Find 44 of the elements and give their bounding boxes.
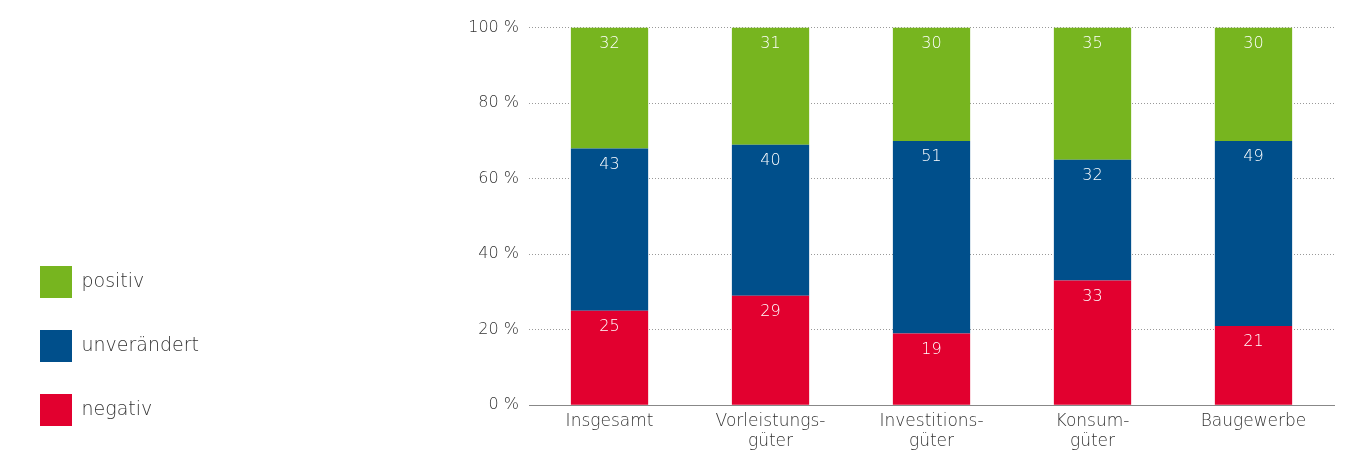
x-tick-label: Konsum- güter: [1055, 409, 1130, 451]
data-label: 30: [1243, 32, 1264, 52]
bar: [1053, 159, 1132, 281]
x-tick-label: Vorleistungs- güter: [715, 409, 826, 451]
data-label: 49: [1243, 146, 1264, 166]
bar: [1214, 27, 1293, 141]
bar: [892, 27, 971, 141]
bar: [1053, 280, 1132, 405]
data-label: 30: [921, 32, 942, 52]
bar: [731, 144, 810, 296]
y-tick-label: 100 %: [468, 16, 520, 36]
data-label: 40: [760, 149, 781, 169]
data-label: 43: [599, 153, 620, 173]
data-label: 31: [760, 32, 781, 52]
data-label: 32: [1082, 164, 1103, 184]
data-label: 29: [760, 300, 781, 320]
legend-label: negativ: [81, 396, 153, 419]
data-label: 51: [921, 146, 942, 166]
x-tick-label: Baugewerbe: [1200, 409, 1307, 430]
y-tick-label: 80 %: [478, 92, 520, 112]
legend-label: unverändert: [81, 332, 200, 355]
bar: [1053, 27, 1132, 160]
x-tick-label: Insgesamt: [565, 409, 654, 430]
data-label: 25: [599, 315, 620, 335]
y-tick-label: 40 %: [478, 243, 520, 263]
bar: [570, 27, 649, 149]
bar: [1214, 140, 1293, 326]
data-label: 33: [1082, 285, 1103, 305]
y-tick-label: 20 %: [478, 318, 520, 338]
bar: [570, 148, 649, 311]
y-tick-label: 60 %: [478, 167, 520, 187]
legend-label: positiv: [81, 268, 145, 291]
bar: [892, 140, 971, 334]
data-label: 35: [1082, 32, 1103, 52]
x-tick-label: Investitions- güter: [879, 409, 984, 451]
bar: [1214, 325, 1293, 405]
data-label: 19: [921, 338, 942, 358]
bar: [731, 295, 810, 405]
data-label: 32: [599, 32, 620, 52]
y-tick-label: 0 %: [488, 394, 520, 414]
bar: [892, 333, 971, 405]
bar: [731, 27, 810, 145]
bar: [570, 310, 649, 405]
data-label: 21: [1243, 331, 1264, 351]
